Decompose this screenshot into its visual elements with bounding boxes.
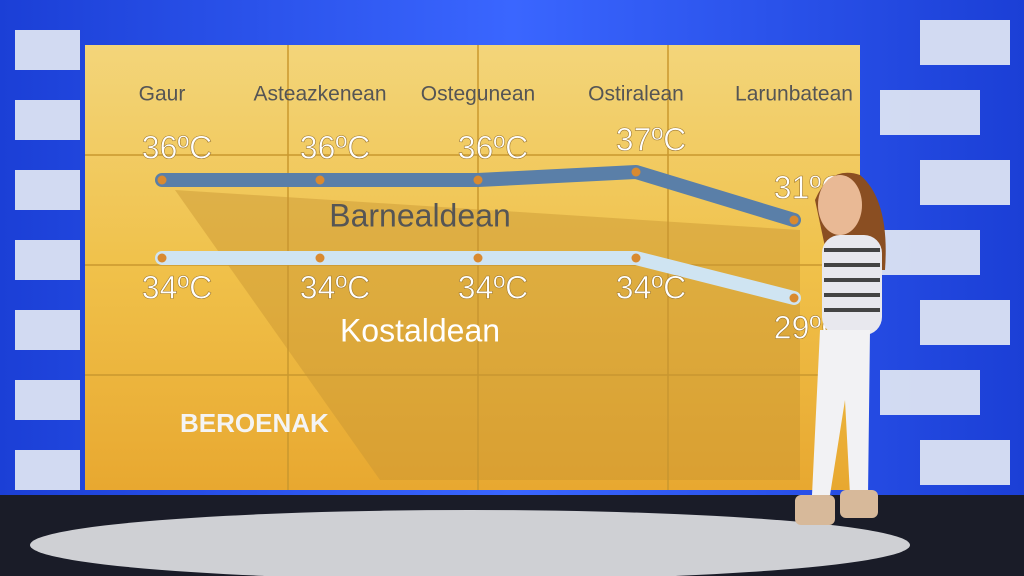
value-label: 36ºC (142, 129, 212, 165)
point (789, 215, 799, 225)
presenter (795, 172, 886, 525)
point (157, 253, 167, 263)
value-label: 36ºC (300, 129, 370, 165)
point (473, 253, 483, 263)
value-label: 34ºC (616, 269, 686, 305)
studio-panels (15, 20, 1010, 490)
x-tick-label: Asteazkenean (253, 83, 386, 106)
value-label: 36ºC (458, 129, 528, 165)
chart-title: BEROENAK (180, 408, 329, 438)
point (631, 167, 641, 177)
x-tick-label: Gaur (139, 83, 186, 106)
video-wall (85, 45, 860, 490)
plot: Gaur Asteazkenean Ostegunean Ostiralean Laru… (139, 83, 853, 349)
point (315, 253, 325, 263)
value-label: 37ºC (616, 121, 686, 157)
point (157, 175, 167, 185)
point (315, 175, 325, 185)
value-label: 34ºC (142, 269, 212, 305)
point (789, 293, 799, 303)
series-label: Barnealdean (329, 197, 510, 233)
x-tick-label: Ostiralean (588, 83, 684, 106)
value-label: 34ºC (458, 269, 528, 305)
stage (30, 510, 910, 576)
x-tick-label: Larunbatean (735, 83, 853, 106)
value-label: 34ºC (300, 269, 370, 305)
point (473, 175, 483, 185)
point (631, 253, 641, 263)
series-label: Kostaldean (340, 312, 500, 348)
x-tick-label: Ostegunean (421, 83, 535, 106)
